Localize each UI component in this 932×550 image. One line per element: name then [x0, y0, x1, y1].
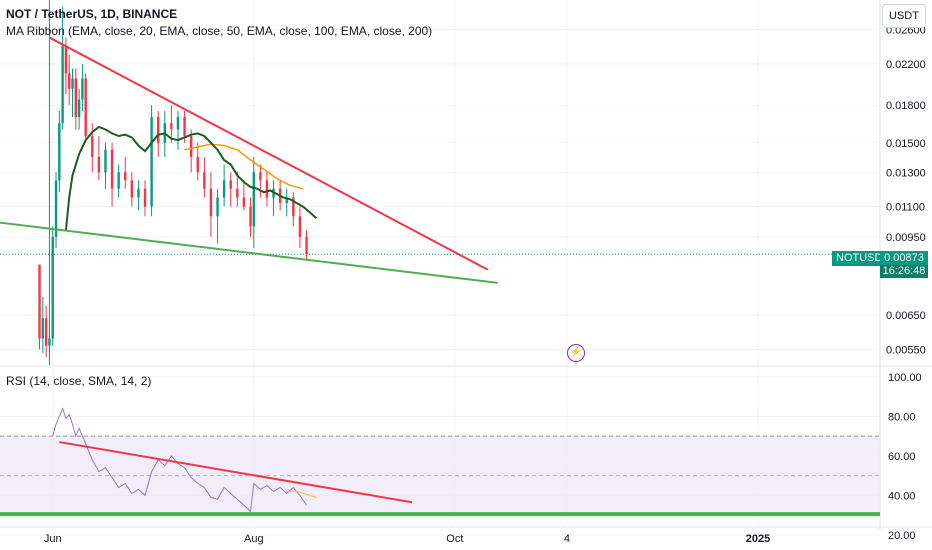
candles	[38, 6, 308, 362]
candle-body	[236, 188, 239, 198]
candle-body	[71, 78, 74, 89]
rsi-label: RSI (14, close, SMA, 14, 2)	[6, 374, 152, 388]
candle-body	[58, 123, 61, 181]
price-tick-label: 0.00950	[886, 232, 926, 244]
countdown-tag: 16:26:48	[880, 265, 928, 278]
candle-body	[298, 216, 302, 237]
candle-body	[143, 188, 147, 207]
rsi-sma-line	[283, 490, 317, 498]
candle-body	[170, 123, 173, 130]
time-tick-label: Oct	[446, 533, 463, 545]
price-tick-label: 0.00650	[886, 310, 926, 322]
candle-body	[104, 149, 107, 173]
candle-body	[110, 149, 114, 189]
red-trendline	[48, 36, 489, 271]
chart-title: NOT / TetherUS, 1D, BINANCE	[6, 7, 178, 21]
candle-body	[97, 156, 101, 173]
candle-body	[242, 197, 246, 207]
candle-body	[150, 116, 153, 207]
candle-body	[64, 45, 68, 74]
lightning-icon[interactable]: ⚡	[567, 344, 585, 362]
green-trendline	[0, 221, 498, 284]
candle-body	[84, 78, 87, 137]
candle-body	[81, 78, 84, 100]
indicator-label: MA Ribbon (EMA, close, 20, EMA, close, 5…	[6, 24, 433, 38]
price-tick-label: 0.01500	[886, 138, 926, 150]
candle-body	[68, 73, 71, 89]
rsi-red-trendline	[59, 441, 413, 504]
candle-body	[196, 156, 199, 173]
candle-body	[222, 180, 226, 198]
symbol-price-tag: NOTUSDT	[832, 251, 894, 266]
candle-body	[41, 318, 45, 339]
candle-body	[252, 172, 255, 227]
time-tick-label: 4	[564, 533, 570, 545]
price-tick-label: 0.01300	[886, 167, 926, 179]
rsi-tick-label: 80.00	[888, 411, 916, 423]
last-price-tag: 0.00873	[880, 251, 928, 265]
candle-body	[48, 338, 51, 346]
ema-fast-line	[64, 125, 318, 231]
candle-body	[117, 172, 120, 189]
candle-body	[305, 236, 308, 255]
candle-body	[229, 180, 232, 189]
price-tick-label: 0.01100	[886, 202, 925, 214]
rsi-axis: 100.00 80.00 60.00 40.00 20.00	[888, 372, 922, 542]
price-tick-label: 0.01800	[886, 100, 926, 112]
candle-body	[38, 264, 41, 339]
candle-body	[137, 188, 140, 198]
rsi-tick-label: 20.00	[888, 530, 916, 542]
candle-body	[77, 99, 81, 117]
price-tick-label: 0.00550	[886, 344, 926, 356]
candle-body	[216, 197, 219, 217]
candle-body	[130, 180, 134, 198]
time-tick-label: Jun	[44, 533, 62, 545]
candle-body	[209, 188, 213, 217]
currency-button[interactable]: USDT	[882, 4, 926, 28]
candle-body	[91, 136, 94, 157]
candle-body	[124, 172, 127, 181]
candle-body	[265, 180, 269, 198]
candle-body	[292, 197, 295, 217]
time-axis: Jun Aug Oct 4 2025	[44, 533, 770, 545]
candle-body	[249, 206, 252, 227]
time-tick-label: 2025	[746, 533, 770, 545]
candle-body	[259, 172, 262, 181]
candle-body	[44, 318, 48, 346]
rsi-band	[0, 436, 880, 516]
candle-body	[157, 116, 160, 143]
candle-body	[74, 78, 78, 117]
price-tick-label: 0.02200	[886, 59, 926, 71]
price-axis: 0.026000.022000.018000.015000.013000.011…	[886, 24, 926, 356]
candle-body	[51, 236, 54, 339]
rsi-tick-label: 60.00	[888, 451, 916, 463]
rsi-tick-label: 40.00	[888, 490, 916, 502]
candle-body	[183, 116, 186, 137]
candle-body	[176, 116, 180, 130]
candle-body	[54, 180, 58, 237]
ema-slow-line	[184, 143, 304, 190]
candle-body	[61, 45, 64, 124]
candle-body	[285, 197, 288, 203]
candle-body	[189, 136, 193, 157]
candle-body	[203, 172, 206, 189]
rsi-tick-label: 100.00	[888, 372, 922, 384]
time-tick-label: Aug	[244, 533, 264, 545]
